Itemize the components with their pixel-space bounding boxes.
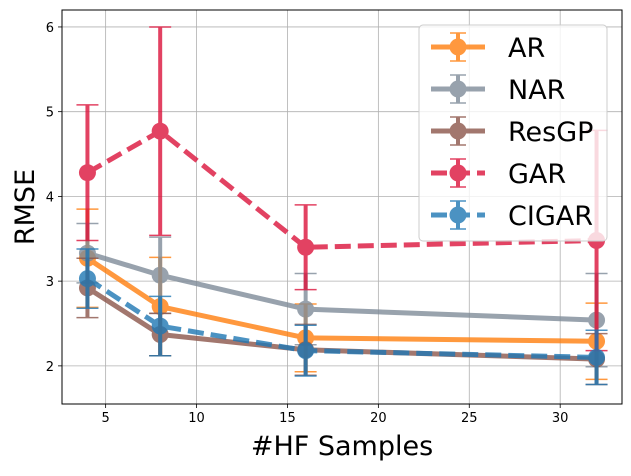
legend-item-resgp — [431, 116, 485, 146]
legend: AR NAR ResGP GAR CIGAR — [418, 24, 608, 242]
data-point — [78, 270, 96, 288]
series-line — [86, 250, 597, 323]
x-tick-label: 15 — [279, 411, 296, 426]
ticks: 5 10 15 20 25 30 2 3 4 5 6 — [46, 21, 569, 426]
data-point — [151, 317, 169, 335]
legend-label: NAR — [508, 75, 565, 106]
y-tick-label: 5 — [46, 106, 54, 121]
data-point — [151, 122, 169, 140]
x-tick-label: 25 — [461, 411, 478, 426]
x-tick-label: 5 — [101, 411, 109, 426]
legend-label: ResGP — [508, 117, 593, 148]
y-tick-label: 2 — [46, 360, 54, 375]
data-point — [78, 164, 96, 182]
series-line — [86, 256, 597, 344]
series-line — [86, 276, 597, 360]
data-point — [297, 238, 315, 256]
data-point — [588, 348, 606, 366]
series-line — [86, 128, 597, 250]
y-tick-label: 6 — [46, 21, 54, 36]
x-tick-label: 30 — [552, 411, 569, 426]
legend-marker — [449, 122, 467, 140]
legend-label: GAR — [508, 159, 566, 190]
series-cigar — [76, 248, 608, 386]
plot-frame — [61, 9, 623, 405]
legend-item-gar — [431, 158, 485, 188]
y-axis-label: RMSE — [10, 169, 41, 245]
legend-item-nar — [431, 74, 485, 104]
data-point — [297, 300, 315, 318]
legend-marker — [449, 206, 467, 224]
legend-marker — [449, 164, 467, 182]
x-tick-label: 10 — [188, 411, 205, 426]
data-point — [151, 266, 169, 284]
x-axis-label: #HF Samples — [251, 431, 433, 462]
data-point — [297, 342, 315, 360]
legend-item-ar — [431, 32, 485, 62]
y-tick-label: 3 — [46, 275, 54, 290]
x-tick-label: 20 — [370, 411, 387, 426]
legend-marker — [449, 80, 467, 98]
y-tick-label: 4 — [46, 190, 54, 205]
legend-item-cigar — [431, 200, 485, 230]
series-layer — [76, 26, 608, 386]
legend-label: AR — [508, 33, 545, 64]
legend-marker — [449, 38, 467, 56]
legend-label: CIGAR — [508, 201, 593, 232]
